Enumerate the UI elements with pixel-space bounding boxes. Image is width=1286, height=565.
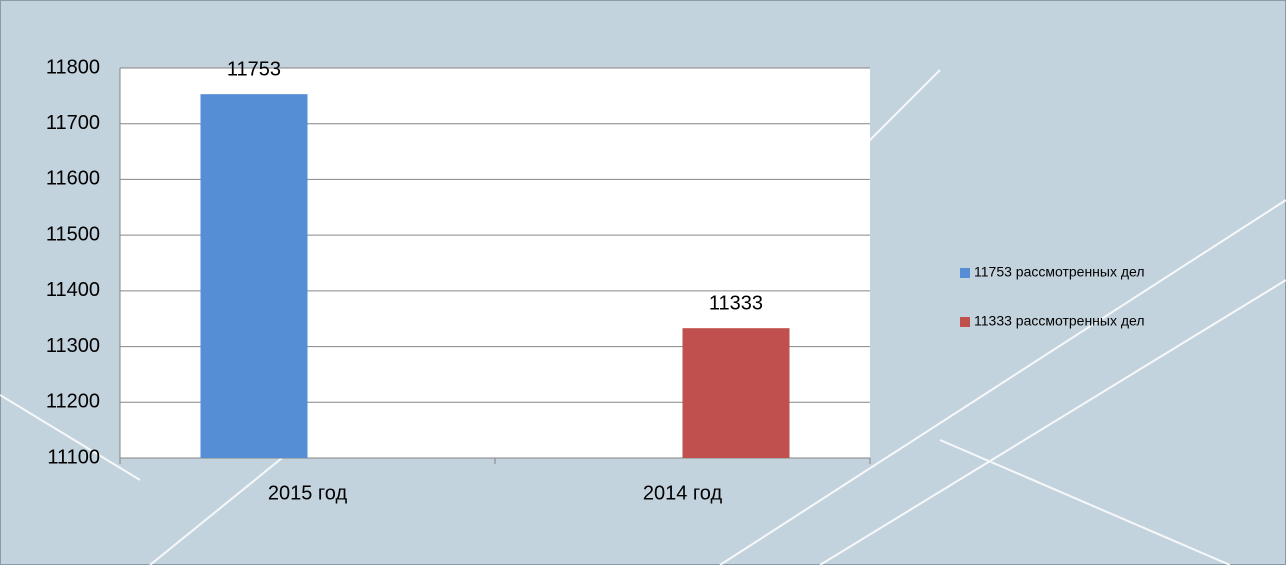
x-tick-label: 2014 год (643, 482, 723, 504)
legend-swatch (960, 317, 970, 327)
legend-label: 11753 рассмотренных дел (974, 264, 1145, 280)
y-tick-label: 11500 (46, 223, 100, 245)
data-label: 11333 (709, 292, 763, 314)
y-tick-label: 11100 (47, 446, 100, 468)
bar (200, 94, 308, 458)
legend-swatch (960, 268, 970, 278)
data-label: 11753 (227, 58, 281, 80)
y-tick-label: 11200 (46, 391, 100, 413)
y-tick-label: 11800 (46, 56, 100, 78)
legend-label: 11333 рассмотренных дел (974, 313, 1145, 329)
y-tick-label: 11400 (46, 279, 100, 301)
y-tick-label: 11700 (46, 112, 100, 134)
y-tick-label: 11600 (46, 168, 100, 190)
y-tick-label: 11300 (46, 335, 100, 357)
bar (682, 328, 790, 458)
x-tick-label: 2015 год (268, 482, 348, 504)
